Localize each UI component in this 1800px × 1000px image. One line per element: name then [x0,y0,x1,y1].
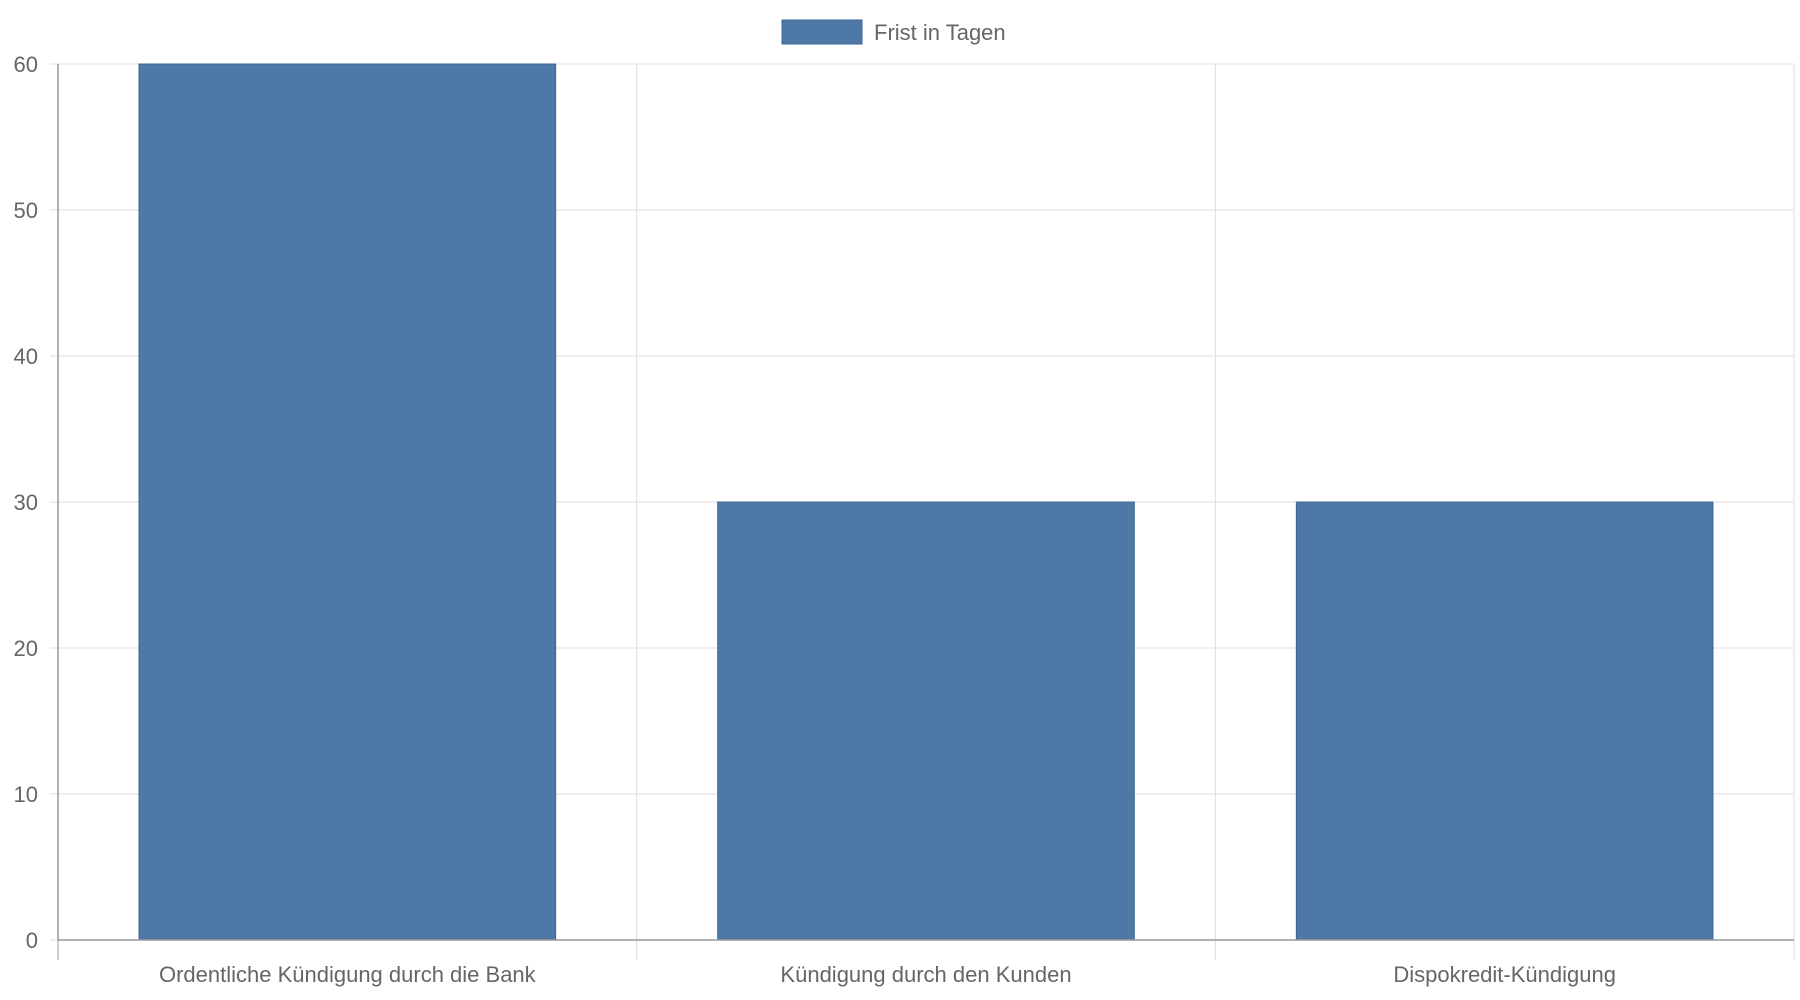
y-tick-label: 60 [14,52,38,77]
y-tick-label: 20 [14,636,38,661]
y-tick-label: 30 [14,490,38,515]
y-tick-label: 50 [14,198,38,223]
bar [138,63,557,941]
y-tick-label: 0 [26,928,38,953]
y-tick-label: 40 [14,344,38,369]
tick-labels: 0 10 20 30 40 50 60 Ordentliche Kündigung durch… [14,52,1616,987]
bar [1295,501,1714,941]
x-tick-label: Kündigung durch den Kunden [780,962,1071,987]
x-tick-label: Ordentliche Kündigung durch die Bank [159,962,537,987]
axes [57,64,1794,941]
x-tick-label: Dispokredit-Kündigung [1393,962,1616,987]
bars [138,63,1714,941]
legend: Frist in Tagen [781,19,1006,45]
y-tick-label: 10 [14,782,38,807]
legend-swatch [781,19,863,45]
legend-label: Frist in Tagen [874,20,1006,45]
bar [717,501,1135,941]
